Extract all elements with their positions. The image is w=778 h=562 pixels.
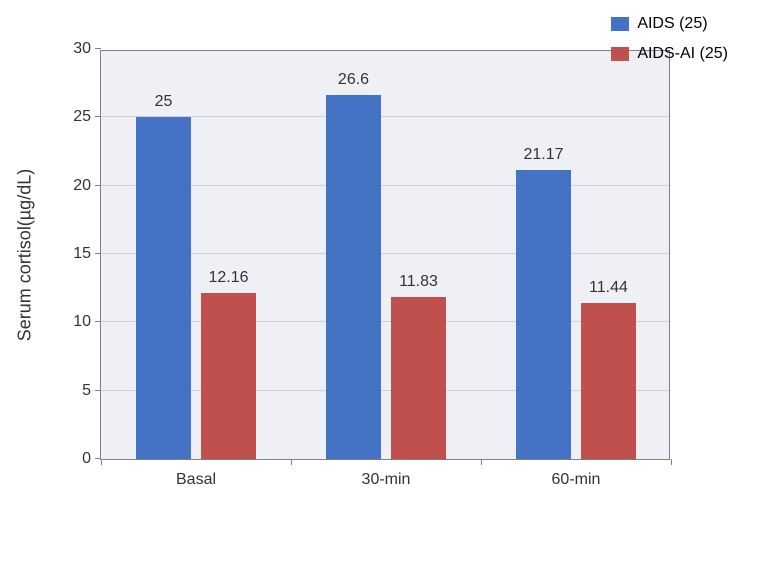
bar-value-label: 25: [155, 93, 173, 111]
bar: 12.16: [201, 293, 256, 459]
y-axis-label: 20: [73, 177, 91, 195]
y-axis-label: 25: [73, 108, 91, 126]
x-axis-label: 60-min: [552, 471, 601, 489]
y-tick: [95, 116, 101, 117]
bar: 11.83: [391, 297, 446, 459]
bar-value-label: 26.6: [338, 71, 369, 89]
y-axis-label: 10: [73, 313, 91, 331]
y-axis-label: 30: [73, 40, 91, 58]
bar-value-label: 11.44: [589, 279, 628, 297]
x-tick: [101, 459, 102, 465]
legend-swatch: [611, 47, 629, 61]
legend-swatch: [611, 17, 629, 31]
legend-label: AIDS-AI (25): [637, 45, 728, 63]
x-axis-label: Basal: [176, 471, 216, 489]
bar: 11.44: [581, 303, 636, 459]
y-tick: [95, 321, 101, 322]
chart-container: 051015202530Basal2512.1630-min26.611.836…: [0, 0, 778, 562]
y-tick: [95, 185, 101, 186]
y-axis-label: 15: [73, 245, 91, 263]
y-axis-label: 0: [82, 450, 91, 468]
y-tick: [95, 390, 101, 391]
bar: 26.6: [326, 95, 381, 459]
y-tick: [95, 48, 101, 49]
x-tick: [291, 459, 292, 465]
bar-value-label: 21.17: [523, 146, 563, 164]
x-axis-label: 30-min: [362, 471, 411, 489]
plot-area: 051015202530Basal2512.1630-min26.611.836…: [100, 50, 670, 460]
legend-item: AIDS (25): [611, 15, 728, 33]
y-axis-label: 5: [82, 382, 91, 400]
legend: AIDS (25) AIDS-AI (25): [611, 15, 728, 75]
bar-value-label: 12.16: [208, 269, 248, 287]
legend-label: AIDS (25): [637, 15, 707, 33]
legend-item: AIDS-AI (25): [611, 45, 728, 63]
bar: 21.17: [516, 170, 571, 459]
x-tick: [481, 459, 482, 465]
bar: 25: [136, 117, 191, 459]
bar-value-label: 11.83: [399, 273, 438, 291]
y-tick: [95, 253, 101, 254]
x-tick: [671, 459, 672, 465]
y-axis-title: Serum cortisol(µg/dL): [15, 169, 36, 341]
